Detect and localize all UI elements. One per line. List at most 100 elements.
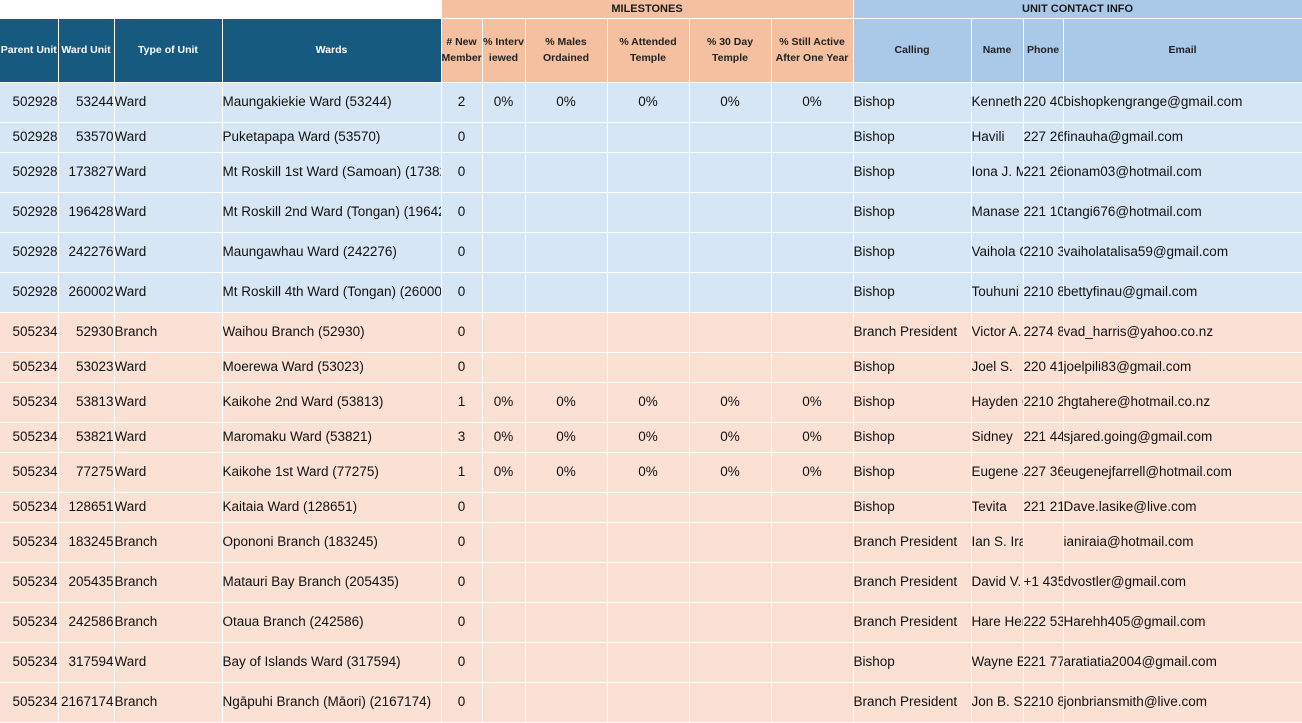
email-cell[interactable]: aratiatia2004@gmail.com (1063, 642, 1302, 683)
ward-name-cell[interactable]: Bay of Islands Ward (317594) (222, 642, 442, 683)
name-header[interactable]: Name (971, 18, 1024, 83)
calling-cell[interactable]: Branch President (853, 682, 972, 723)
type-of-unit-header[interactable]: Type of Unit (114, 18, 223, 83)
ward-unit-cell[interactable]: 196428 (58, 192, 115, 233)
unit-type-cell[interactable]: Ward (114, 272, 223, 313)
unit-type-cell[interactable]: Branch (114, 522, 223, 563)
unit-type-cell[interactable]: Ward (114, 382, 223, 423)
calling-cell[interactable]: Bishop (853, 642, 972, 683)
ward-name-cell[interactable]: Opononi Branch (183245) (222, 522, 442, 563)
new-members-cell[interactable]: 0 (441, 642, 483, 683)
ward-unit-cell[interactable]: 317594 (58, 642, 115, 683)
email-cell[interactable]: hgtahere@hotmail.co.nz (1063, 382, 1302, 423)
calling-cell[interactable]: Bishop (853, 352, 972, 383)
ward-name-cell[interactable]: Moerewa Ward (53023) (222, 352, 442, 383)
contact-name-cell[interactable]: Wayne B. (971, 642, 1024, 683)
parent-unit-cell[interactable]: 505234 (0, 312, 59, 353)
phone-cell[interactable]: +1 435 (1023, 562, 1064, 603)
interviewed-cell[interactable]: 0% (482, 422, 526, 453)
interviewed-cell[interactable] (482, 522, 526, 563)
email-cell[interactable]: dvostler@gmail.com (1063, 562, 1302, 603)
unit-type-cell[interactable]: Branch (114, 562, 223, 603)
day30-temple-cell[interactable] (689, 272, 772, 313)
still-active-cell[interactable] (771, 272, 854, 313)
parent-unit-cell[interactable]: 505234 (0, 492, 59, 523)
contact-name-cell[interactable]: Hayden G. (971, 382, 1024, 423)
cell[interactable] (0, 0, 59, 19)
contact-name-cell[interactable]: Tevita (971, 492, 1024, 523)
still-active-cell[interactable] (771, 352, 854, 383)
calling-cell[interactable]: Bishop (853, 452, 972, 493)
unit-type-cell[interactable]: Ward (114, 422, 223, 453)
ward-name-cell[interactable]: Maungawhau Ward (242276) (222, 232, 442, 273)
ward-name-cell[interactable]: Kaikohe 2nd Ward (53813) (222, 382, 442, 423)
ward-unit-cell[interactable]: 53813 (58, 382, 115, 423)
still-active-cell[interactable]: 0% (771, 452, 854, 493)
contact-name-cell[interactable]: Victor A. (971, 312, 1024, 353)
attended-temple-cell[interactable] (607, 192, 690, 233)
phone-cell[interactable]: 222 53 (1023, 602, 1064, 643)
still-active-cell[interactable]: 0% (771, 82, 854, 123)
attended-temple-cell[interactable] (607, 682, 690, 723)
males-ordained-cell[interactable] (525, 642, 608, 683)
new-members-cell[interactable]: 3 (441, 422, 483, 453)
calling-cell[interactable]: Branch President (853, 602, 972, 643)
males-ordained-cell[interactable]: 0% (525, 82, 608, 123)
new-members-cell[interactable]: 0 (441, 522, 483, 563)
males-ordained-cell[interactable] (525, 492, 608, 523)
parent-unit-cell[interactable]: 502928 (0, 232, 59, 273)
unit-type-cell[interactable]: Ward (114, 352, 223, 383)
still-active-cell[interactable] (771, 682, 854, 723)
day30-temple-cell[interactable] (689, 492, 772, 523)
ward-unit-cell[interactable]: 205435 (58, 562, 115, 603)
calling-cell[interactable]: Bishop (853, 82, 972, 123)
milestones-group-header[interactable]: MILESTONES (441, 0, 854, 19)
contact-name-cell[interactable]: Iona J. Matam (971, 152, 1024, 193)
parent-unit-cell[interactable]: 505234 (0, 452, 59, 493)
phone-cell[interactable]: 2210 2 (1023, 382, 1064, 423)
day30-temple-cell[interactable]: 0% (689, 422, 772, 453)
attended-temple-cell[interactable] (607, 642, 690, 683)
parent-unit-cell[interactable]: 505234 (0, 682, 59, 723)
unit-type-cell[interactable]: Ward (114, 82, 223, 123)
males-ordained-cell[interactable]: 0% (525, 422, 608, 453)
males-ordained-cell[interactable] (525, 192, 608, 233)
calling-cell[interactable]: Bishop (853, 272, 972, 313)
phone-cell[interactable]: 2210 8 (1023, 682, 1064, 723)
email-cell[interactable]: ionam03@hotmail.com (1063, 152, 1302, 193)
males-ordained-cell[interactable] (525, 122, 608, 153)
unit-type-cell[interactable]: Branch (114, 682, 223, 723)
attended-temple-cell[interactable] (607, 312, 690, 353)
contact-name-cell[interactable]: Kenneth G. (971, 82, 1024, 123)
ward-name-cell[interactable]: Otaua Branch (242586) (222, 602, 442, 643)
interviewed-cell[interactable] (482, 562, 526, 603)
interviewed-cell[interactable] (482, 232, 526, 273)
cell[interactable] (222, 0, 442, 19)
ward-name-cell[interactable]: Ngāpuhi Branch (Māori) (2167174) (222, 682, 442, 723)
parent-unit-cell[interactable]: 502928 (0, 192, 59, 233)
ward-name-cell[interactable]: Maromaku Ward (53821) (222, 422, 442, 453)
contact-name-cell[interactable]: Joel S. (971, 352, 1024, 383)
parent-unit-cell[interactable]: 505234 (0, 522, 59, 563)
new-members-cell[interactable]: 0 (441, 232, 483, 273)
email-cell[interactable]: ianiraia@hotmail.com (1063, 522, 1302, 563)
unit-type-cell[interactable]: Branch (114, 312, 223, 353)
day30-temple-cell[interactable]: 0% (689, 452, 772, 493)
phone-cell[interactable]: 2210 3 (1023, 232, 1064, 273)
interviewed-cell[interactable] (482, 152, 526, 193)
phone-cell[interactable]: 227 26 (1023, 122, 1064, 153)
unit-type-cell[interactable]: Ward (114, 152, 223, 193)
ward-unit-cell[interactable]: 260002 (58, 272, 115, 313)
ward-unit-cell[interactable]: 53244 (58, 82, 115, 123)
contact-name-cell[interactable]: Manase T. (971, 192, 1024, 233)
ward-name-cell[interactable]: Waihou Branch (52930) (222, 312, 442, 353)
ward-name-cell[interactable]: Matauri Bay Branch (205435) (222, 562, 442, 603)
males-ordained-cell[interactable]: 0% (525, 452, 608, 493)
phone-cell[interactable]: 227 36 (1023, 452, 1064, 493)
new-members-cell[interactable]: 0 (441, 152, 483, 193)
attended-temple-cell[interactable] (607, 152, 690, 193)
interviewed-cell[interactable] (482, 352, 526, 383)
attended-temple-cell[interactable] (607, 562, 690, 603)
ward-name-cell[interactable]: Maungakiekie Ward (53244) (222, 82, 442, 123)
email-cell[interactable]: tangi676@hotmail.com (1063, 192, 1302, 233)
